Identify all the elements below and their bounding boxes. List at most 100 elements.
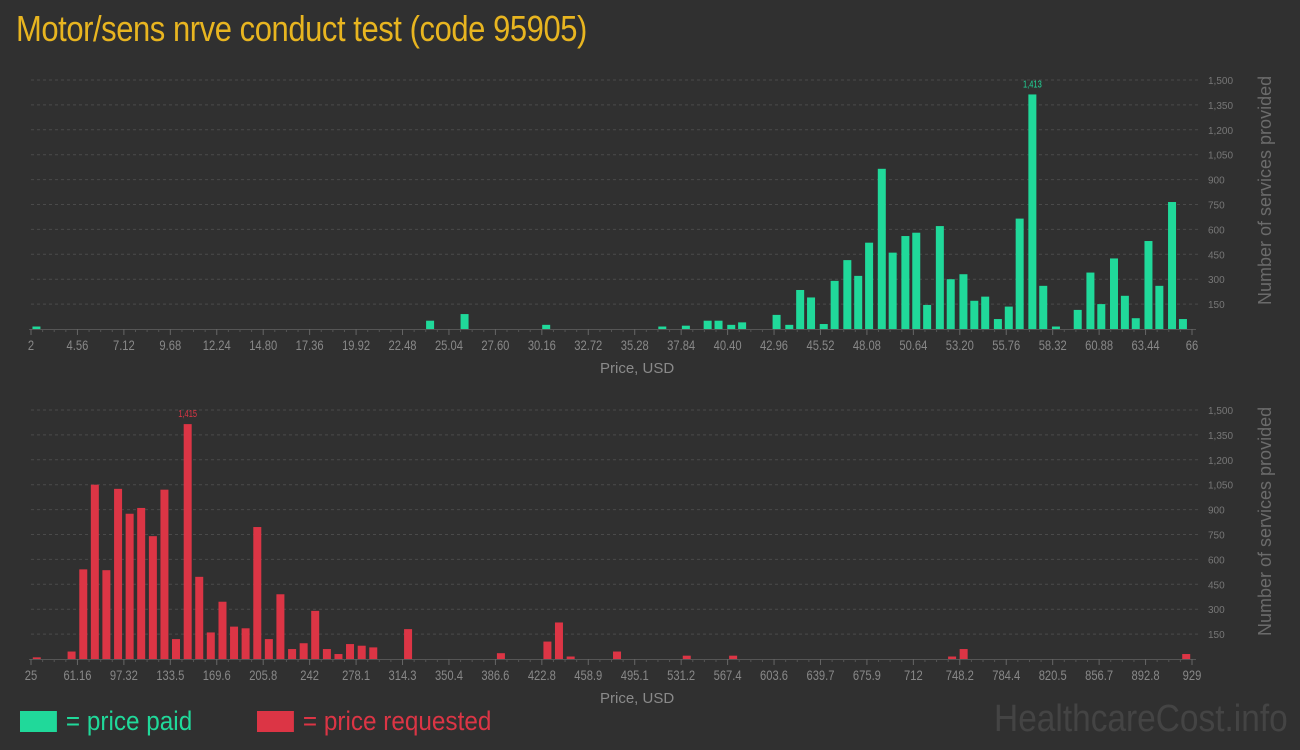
bar — [727, 324, 736, 329]
x-tick-label: 58.32 — [1039, 338, 1067, 353]
y-tick-label: 1,050 — [1208, 151, 1233, 162]
bar — [681, 325, 690, 329]
legend-item-paid: = price paid — [20, 706, 192, 737]
bar — [993, 319, 1002, 329]
bar — [160, 489, 169, 659]
bar — [346, 644, 355, 659]
y-tick-label: 150 — [1208, 300, 1225, 311]
bar — [1109, 258, 1118, 329]
x-tick-label: 48.08 — [853, 338, 881, 353]
legend-swatch-paid — [20, 711, 57, 732]
bar — [369, 647, 378, 659]
bar — [854, 275, 863, 329]
x-tick-label: 820.5 — [1039, 668, 1067, 683]
bar — [311, 610, 320, 659]
bar — [658, 326, 667, 329]
x-tick-label: 386.6 — [481, 668, 509, 683]
bar — [32, 657, 41, 659]
y-tick-label: 150 — [1208, 630, 1225, 641]
x-tick-label: 22.48 — [389, 338, 417, 353]
bar — [959, 649, 968, 659]
x-tick-label: 37.84 — [667, 338, 695, 353]
y-tick-label: 600 — [1208, 225, 1225, 236]
x-tick-label: 97.32 — [110, 668, 138, 683]
bar — [1131, 318, 1140, 329]
bar — [1178, 319, 1187, 329]
y-tick-label: 1,350 — [1208, 101, 1233, 112]
x-tick-label: 314.3 — [389, 668, 417, 683]
chart-price-requested: 150 300 450 600 750 900 1,050 1,200 1,350 1,500 25… — [0, 390, 1300, 710]
bar — [218, 601, 227, 659]
y-tick-label: 750 — [1208, 531, 1225, 542]
bar — [865, 242, 874, 329]
x-tick-label: 748.2 — [946, 668, 974, 683]
bar — [206, 632, 215, 659]
legend-item-requested: = price requested — [257, 706, 492, 737]
peak-value-label: 1,415 — [178, 408, 197, 419]
bar — [830, 280, 839, 329]
x-tick-label: 60.88 — [1085, 338, 1113, 353]
x-tick-label: 603.6 — [760, 668, 788, 683]
bar — [1004, 306, 1013, 329]
bar — [1039, 285, 1048, 329]
bar — [959, 274, 968, 329]
bar — [32, 326, 41, 329]
bar — [613, 651, 622, 659]
chart-price-paid: 150 300 450 600 750 900 1,050 1,200 1,350 1,500 2 4… — [0, 60, 1300, 380]
x-tick-label: 2 — [28, 338, 34, 353]
bar — [542, 324, 551, 329]
x-tick-label: 639.7 — [806, 668, 834, 683]
x-tick-label: 169.6 — [203, 668, 231, 683]
legend-swatch-requested — [257, 711, 295, 732]
y-tick-label: 300 — [1208, 275, 1225, 286]
x-tick-label: 25.04 — [435, 338, 463, 353]
bar — [1015, 218, 1024, 329]
x-tick-label: 422.8 — [528, 668, 556, 683]
bar — [554, 622, 563, 659]
x-tick-label: 42.96 — [760, 338, 788, 353]
bar — [334, 654, 343, 659]
x-tick-label: 7.12 — [113, 338, 135, 353]
x-tick-label: 567.4 — [714, 668, 742, 683]
x-tick-label: 27.60 — [481, 338, 509, 353]
bar — [566, 656, 575, 659]
bar — [772, 314, 781, 329]
bar — [935, 226, 944, 329]
bar — [1051, 326, 1060, 329]
bar — [981, 296, 990, 329]
bar — [195, 576, 204, 659]
bar — [1086, 272, 1095, 329]
bar — [148, 536, 157, 659]
bar — [102, 570, 111, 659]
bar — [1120, 295, 1129, 329]
legend-label-paid: = price paid — [65, 706, 193, 736]
bar — [404, 629, 413, 659]
legend: = price paid = price requested — [20, 706, 564, 737]
bar — [114, 488, 123, 659]
watermark-logo: HealthcareCost.info — [994, 698, 1288, 740]
bar — [230, 626, 239, 659]
y-tick-label: 1,200 — [1208, 456, 1233, 467]
x-tick-label: 784.4 — [992, 668, 1020, 683]
x-tick-label: 30.16 — [528, 338, 556, 353]
bar — [1144, 241, 1153, 329]
bar — [460, 314, 469, 329]
x-tick-label: 133.5 — [156, 668, 184, 683]
y-tick-label: 900 — [1208, 176, 1225, 187]
bar — [67, 651, 76, 659]
x-tick-label: 4.56 — [67, 338, 89, 353]
x-tick-label: 32.72 — [574, 338, 602, 353]
x-tick-label: 19.92 — [342, 338, 370, 353]
bar — [253, 527, 262, 659]
bar — [496, 653, 505, 659]
bar — [703, 320, 712, 329]
bar — [682, 655, 691, 659]
x-tick-label: 17.36 — [296, 338, 324, 353]
bar — [1168, 202, 1177, 329]
bar — [843, 260, 852, 329]
bar — [729, 655, 738, 659]
bar — [901, 236, 910, 329]
bar — [79, 569, 88, 659]
bar — [264, 639, 273, 659]
x-tick-label: 35.28 — [621, 338, 649, 353]
